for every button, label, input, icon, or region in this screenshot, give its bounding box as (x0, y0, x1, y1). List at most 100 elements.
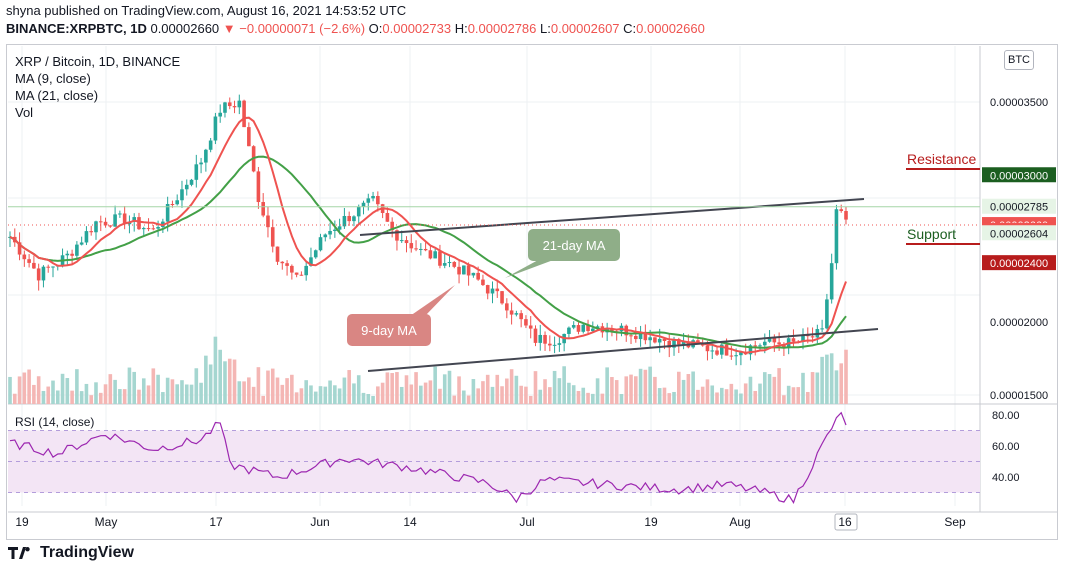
candle (175, 200, 179, 205)
volume-bar (165, 377, 170, 404)
volume-bar (103, 384, 108, 404)
volume-bar (89, 395, 94, 404)
price-label-box (982, 225, 1056, 241)
volume-bar (767, 374, 772, 404)
volume-bar (342, 377, 347, 404)
volume-bar (729, 383, 734, 404)
volume-bar (648, 366, 652, 404)
candle (103, 221, 108, 226)
volume-bar (691, 371, 695, 404)
volume-bar (46, 386, 51, 404)
time-axis-tick: Jul (519, 515, 534, 529)
chart-frame (6, 44, 1058, 540)
candle (361, 202, 366, 207)
candle (681, 341, 686, 345)
volume-bar (304, 380, 308, 404)
candle (151, 228, 156, 230)
volume-bar (557, 378, 562, 404)
close-label: C: (623, 21, 637, 36)
volume-bar (299, 388, 304, 404)
channel-lower-line (367, 328, 879, 372)
volume-bar (199, 382, 203, 404)
candle (762, 341, 767, 346)
volume-bar (356, 375, 361, 404)
candle (36, 268, 41, 281)
currency-badge[interactable]: BTC (1004, 50, 1034, 70)
candle (528, 325, 533, 329)
candle (137, 217, 141, 230)
volume-bar (22, 372, 27, 404)
candle (433, 251, 437, 259)
volume-bar (505, 378, 509, 404)
time-axis-tick: 17 (209, 515, 223, 529)
price-axis-tick: 0.00001500 (990, 390, 1048, 402)
candle (538, 334, 543, 343)
candle (648, 337, 652, 341)
candle (481, 279, 485, 286)
volume-bar (8, 376, 12, 404)
tradingview-logo-icon (8, 547, 30, 559)
symbol-name: BINANCE:XRPBTC, 1D (6, 21, 147, 36)
time-axis-tick: 19 (644, 515, 658, 529)
volume-bar (514, 375, 519, 404)
candle (610, 329, 614, 332)
volume-bar (452, 395, 457, 404)
volume-bar (810, 372, 815, 404)
candle (748, 345, 753, 355)
time-axis-tick: Aug (729, 515, 750, 529)
time-axis-tick: 19 (15, 515, 29, 529)
volume-bar (839, 363, 844, 404)
candle (395, 230, 399, 241)
candle (122, 213, 127, 225)
candle (810, 336, 815, 338)
time-axis-tick: Jun (310, 515, 329, 529)
volume-bar (696, 389, 700, 404)
volume-bar (423, 382, 428, 404)
resistance-label: Resistance (907, 151, 976, 167)
volume-bar (266, 370, 270, 404)
candle (519, 313, 523, 320)
volume-bar (141, 378, 146, 404)
volume-bar (380, 382, 385, 404)
candle (543, 334, 547, 344)
volume-bar (60, 373, 65, 404)
ma21-callout-box (528, 229, 620, 261)
volume-bar (84, 383, 89, 404)
candle (672, 339, 676, 348)
candle (552, 344, 557, 346)
candle (777, 342, 781, 345)
volume-bar (777, 368, 781, 404)
volume-bar (337, 388, 342, 404)
volume-bar (653, 376, 657, 404)
candle (65, 253, 70, 256)
volume-bar (734, 389, 738, 404)
candle (428, 250, 433, 259)
legend-ma21: MA (21, close) (15, 88, 99, 103)
volume-bar (352, 383, 356, 404)
volume-bar (227, 358, 232, 404)
current-date-box (834, 513, 858, 531)
candle (595, 326, 600, 329)
candle (218, 112, 222, 117)
volume-bar (294, 392, 299, 404)
volume-bar (801, 372, 805, 404)
candle (156, 226, 160, 229)
volume-bar (36, 376, 41, 404)
close-value: 0.00002660 (636, 21, 705, 36)
volume-bar (571, 385, 576, 404)
candle (328, 230, 332, 235)
candle (213, 116, 218, 141)
volume-bar (184, 384, 189, 404)
volume-bar (333, 385, 337, 404)
volume-bar (70, 390, 74, 404)
candle (662, 338, 667, 342)
low-label: L: (540, 21, 551, 36)
open-value: 0.00002733 (382, 21, 452, 36)
candle (715, 350, 719, 355)
candle (844, 211, 848, 220)
volume-bar (161, 392, 165, 404)
volume-bar (509, 369, 514, 404)
candle (490, 288, 495, 294)
candle (700, 343, 705, 346)
